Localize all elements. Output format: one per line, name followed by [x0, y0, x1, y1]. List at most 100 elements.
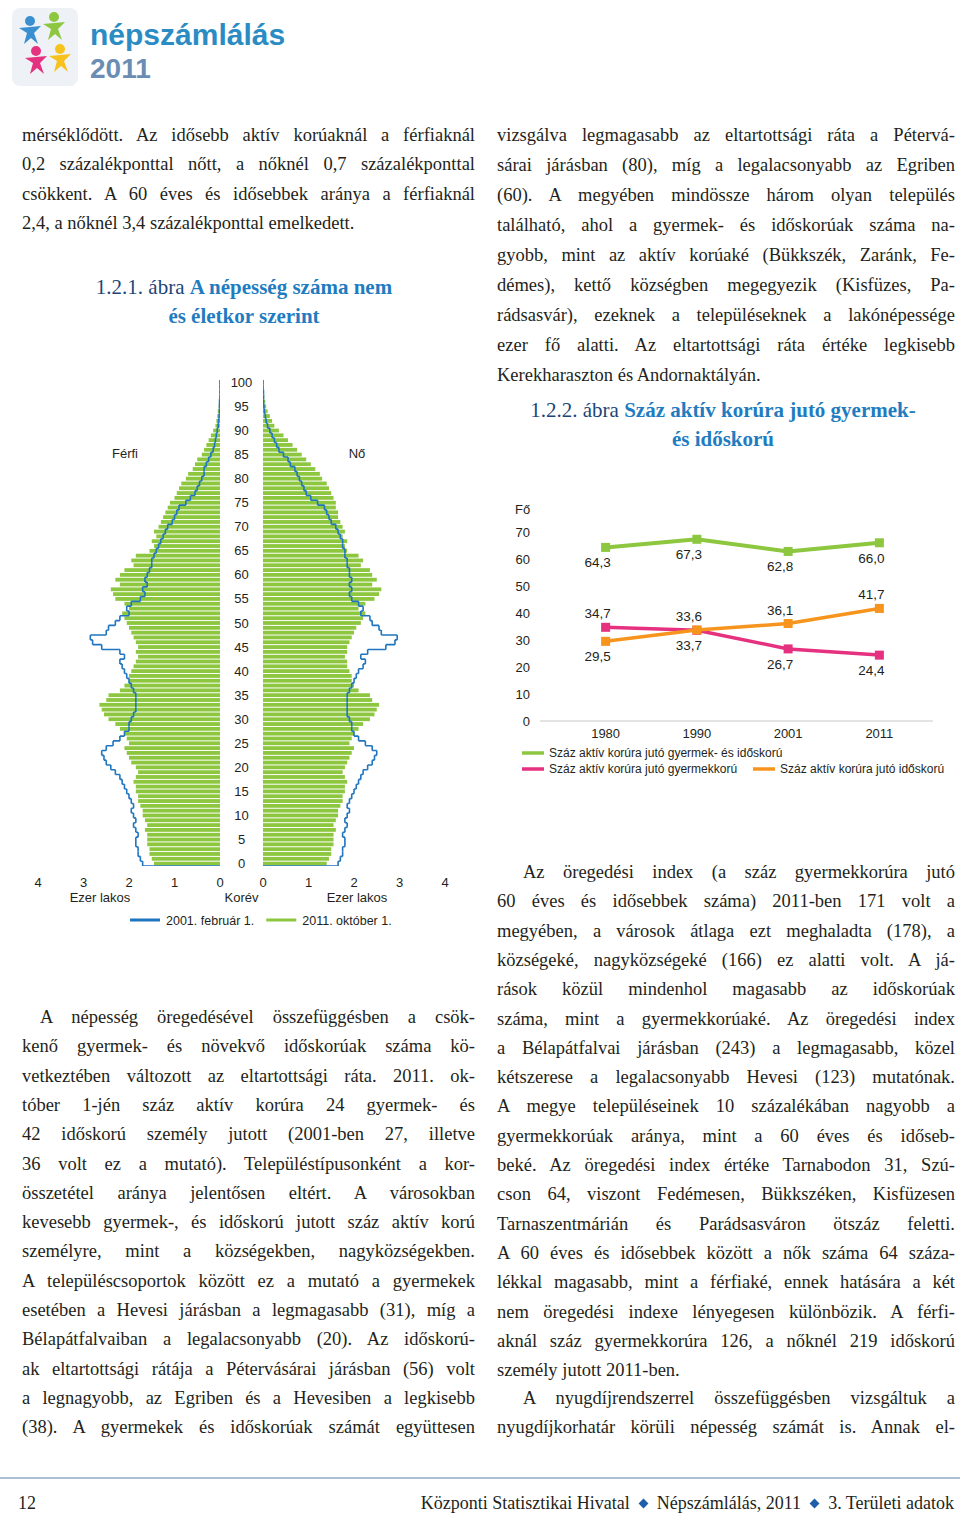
figure-title: A népesség száma nem — [190, 275, 392, 299]
pyramid-bar — [219, 395, 220, 399]
pyramid-bar — [215, 424, 220, 428]
pyramid-bar — [263, 693, 370, 697]
y-tick-label: 60 — [516, 552, 530, 567]
pyramid-bar — [152, 857, 220, 861]
pyramid-bar — [263, 669, 349, 673]
pyramid-bar — [263, 520, 340, 524]
pyramid-bar — [124, 602, 220, 606]
value-tick-label: 1 — [171, 875, 178, 890]
footer-item: Népszámlálás, 2011 — [657, 1490, 801, 1516]
marker — [692, 626, 701, 635]
text-line: A nyugdíjrendszerrel összefüggésben vizs… — [523, 1384, 955, 1412]
legend: Száz aktív korúra jutó gyermek- és idősk… — [522, 746, 944, 776]
age-tick-label: 95 — [234, 399, 248, 414]
age-tick-label: 15 — [234, 784, 248, 799]
bars-male — [99, 381, 220, 866]
pyramid-bar — [263, 409, 268, 413]
pyramid-bar — [124, 568, 220, 572]
figure-title: Száz aktív korúra jutó gyermek- — [624, 398, 916, 422]
pyramid-step — [263, 380, 264, 385]
pyramid-bar — [152, 539, 220, 543]
text-line: személy jutott 2011-ben. — [497, 1356, 955, 1384]
pyramid-bar — [263, 823, 334, 827]
pyramid-bar — [163, 515, 220, 519]
pyramid-bar — [263, 746, 354, 750]
legend-swatch — [266, 919, 296, 922]
text-line: rások közül mindenhol magasabb az idősko… — [497, 975, 955, 1003]
data-label: 33,7 — [676, 638, 702, 653]
pyramid-bar — [263, 462, 311, 466]
pyramid-bar — [263, 713, 374, 717]
value-tick-label: 2 — [125, 875, 132, 890]
data-label: 41,7 — [858, 587, 884, 602]
pyramid-bar — [263, 847, 331, 851]
pyramid-bar — [263, 679, 352, 683]
axis-label: Korév — [225, 890, 259, 905]
age-tick-label: 25 — [234, 736, 248, 751]
pyramid-bar — [263, 491, 331, 495]
legend-label: 2001. február 1. — [166, 914, 254, 928]
pyramid-bar — [263, 626, 356, 630]
age-tick-label: 70 — [234, 519, 248, 534]
pyramid-bar — [109, 717, 220, 721]
pyramid-bar — [175, 496, 221, 500]
pyramid-bar — [263, 467, 315, 471]
series-line — [606, 539, 880, 551]
logo-box — [12, 8, 78, 86]
pyramid-bar — [263, 794, 343, 798]
pyramid-bar — [263, 852, 331, 856]
text-line: aknál száz gyermekkorúra 126, a nőknél 2… — [497, 1327, 955, 1355]
brand-year: 2011 — [90, 53, 151, 84]
text-line: mérséklődött. Az idősebb aktív korúaknál… — [22, 121, 475, 149]
pyramid-bar — [263, 419, 272, 423]
age-tick-label: 65 — [234, 543, 248, 558]
pyramid-step — [219, 380, 220, 385]
text-line: A népesség öregedésével összefüggésben a… — [40, 1003, 475, 1031]
y-tick-label: 0 — [523, 714, 530, 729]
pyramid-bar — [120, 583, 220, 587]
pyramid-bar — [263, 621, 361, 625]
pyramid-bar — [147, 842, 220, 846]
logo-figure — [19, 26, 41, 44]
step-connectors — [90, 380, 220, 866]
brand: népszámlálás — [90, 18, 285, 51]
pyramid-bar — [129, 607, 220, 611]
age-tick-label: 35 — [234, 688, 248, 703]
pyramid-bar — [219, 385, 220, 389]
x-tick-label: 1990 — [682, 726, 711, 741]
y-tick-label: 10 — [516, 687, 530, 702]
pyramid-bar — [263, 814, 338, 818]
pyramid-bar — [177, 491, 220, 495]
pyramid-bar — [106, 698, 220, 702]
text-line: démes), kettő községben megegyezik (Kisf… — [497, 271, 955, 299]
pyramid-bar — [147, 833, 220, 837]
pyramid-bar — [145, 828, 220, 832]
pyramid-bar — [161, 520, 220, 524]
marker — [601, 623, 610, 632]
pyramid-bar — [263, 785, 345, 789]
pyramid-bar — [124, 732, 220, 736]
text-line: száma, mint a gyermekkorúaké. Az öregedé… — [497, 1005, 955, 1033]
age-tick-label: 40 — [234, 664, 248, 679]
y-tick-label: 70 — [516, 525, 530, 540]
legend-label: Száz aktív korúra jutó időskorú — [780, 762, 944, 776]
pyramid-bar — [124, 746, 220, 750]
pyramid-bar — [263, 761, 347, 765]
pyramid-bar — [263, 597, 374, 601]
pyramid-bar — [197, 457, 220, 461]
pyramid-bar — [263, 482, 327, 486]
logo-head — [55, 44, 65, 54]
pyramid-bar — [138, 655, 220, 659]
pyramid-bar — [263, 684, 354, 688]
text-line: nem öregedési indexe lényegesen különböz… — [497, 1298, 955, 1326]
data-label: 36,1 — [767, 603, 793, 618]
figure-title: és időskorú — [672, 427, 774, 451]
age-tick-label: 100 — [231, 375, 253, 390]
line-chart: 010203040506070Fő198019902001201164,367,… — [515, 502, 944, 776]
text-line: (38). A gyermekek és időskorúak számát e… — [22, 1413, 475, 1441]
pyramid-bar — [136, 765, 220, 769]
pyramid-bar — [263, 727, 359, 731]
pyramid-bar — [263, 549, 347, 553]
pyramid-bar — [136, 790, 220, 794]
pyramid-bar — [263, 573, 372, 577]
